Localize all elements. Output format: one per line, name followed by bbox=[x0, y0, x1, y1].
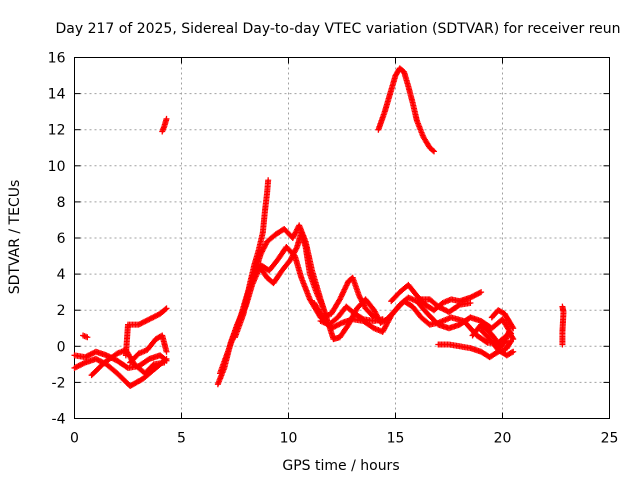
y-tick-label: -4 bbox=[52, 412, 66, 428]
y-tick-label: 16 bbox=[48, 51, 66, 67]
data-point bbox=[163, 115, 170, 122]
data-point bbox=[510, 336, 517, 343]
x-tick-label: 15 bbox=[387, 431, 405, 447]
y-tick-label: 6 bbox=[57, 231, 66, 247]
data-point bbox=[80, 360, 87, 367]
data-point bbox=[478, 289, 485, 296]
data-point bbox=[455, 302, 462, 309]
y-tick-label: 14 bbox=[48, 87, 66, 103]
y-tick-label: 4 bbox=[57, 267, 66, 283]
data-point bbox=[559, 341, 566, 348]
y-tick-label: 12 bbox=[48, 123, 66, 139]
data-point bbox=[431, 148, 438, 155]
data-point bbox=[508, 349, 515, 356]
series-t14 bbox=[375, 65, 438, 155]
series-t13 bbox=[317, 303, 386, 328]
tick-labels: -4 -2 0 2 4 6 8 10 12 14 16 0 5 10 15 20 25 bbox=[48, 51, 619, 447]
data-point bbox=[337, 320, 344, 327]
axis-ticks bbox=[74, 57, 610, 419]
y-tick-label: 10 bbox=[48, 159, 66, 175]
data-point bbox=[163, 305, 170, 312]
data-point bbox=[483, 338, 490, 345]
y-tick-label: 8 bbox=[57, 195, 66, 211]
series-t11 bbox=[249, 229, 326, 310]
series-t16 bbox=[418, 296, 474, 316]
grid bbox=[74, 57, 610, 419]
chart-title: Day 217 of 2025, Sidereal Day-to-day VTE… bbox=[55, 21, 620, 37]
series-t12 bbox=[311, 274, 378, 321]
y-tick-label: 2 bbox=[57, 303, 66, 319]
y-tick-label: -2 bbox=[52, 375, 66, 391]
series-t15 bbox=[388, 281, 485, 314]
data-point bbox=[429, 147, 436, 154]
data-point bbox=[467, 299, 474, 306]
x-tick-label: 25 bbox=[601, 431, 619, 447]
data-point bbox=[509, 324, 516, 331]
x-tick-label: 20 bbox=[494, 431, 512, 447]
y-axis-label: SDTVAR / TECUs bbox=[7, 180, 23, 295]
series-t21 bbox=[559, 303, 567, 348]
x-tick-label: 0 bbox=[70, 431, 79, 447]
x-axis-label: GPS time / hours bbox=[282, 458, 399, 474]
data-markers bbox=[71, 65, 567, 390]
data-point bbox=[319, 303, 326, 310]
data-point bbox=[510, 325, 517, 332]
data-point bbox=[509, 334, 516, 341]
y-tick-label: 0 bbox=[57, 339, 66, 355]
series-t20 bbox=[478, 327, 517, 359]
series-t4 bbox=[122, 305, 170, 359]
series-t7 bbox=[159, 115, 170, 135]
series-t10 bbox=[232, 177, 272, 341]
series-t19 bbox=[488, 307, 517, 332]
x-tick-label: 5 bbox=[177, 431, 186, 447]
x-tick-label: 10 bbox=[280, 431, 298, 447]
data-point bbox=[84, 334, 91, 341]
data-point bbox=[162, 306, 169, 313]
data-point bbox=[163, 355, 170, 362]
series-t5 bbox=[127, 332, 170, 366]
data-point bbox=[476, 289, 483, 296]
data-point bbox=[510, 348, 517, 355]
data-point bbox=[379, 316, 386, 323]
data-point bbox=[163, 348, 170, 355]
data-point bbox=[161, 359, 168, 366]
data-point bbox=[359, 315, 366, 322]
data-point bbox=[507, 339, 514, 346]
data-point bbox=[265, 177, 272, 184]
series-t6 bbox=[80, 332, 91, 341]
series-t18 bbox=[469, 321, 517, 350]
series-t17 bbox=[435, 337, 515, 361]
